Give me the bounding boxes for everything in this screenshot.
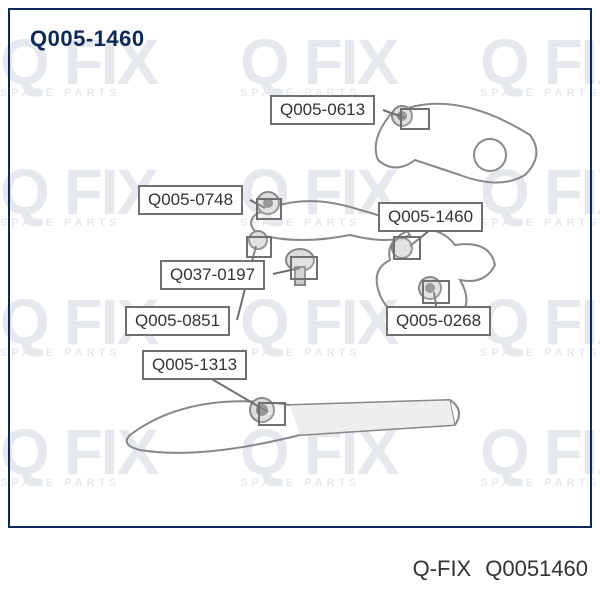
target-box-l3: [393, 236, 421, 260]
footer: Q-FIX Q0051460: [413, 556, 588, 582]
footer-code: Q0051460: [485, 556, 588, 581]
part-label-l1: Q005-0613: [270, 95, 375, 125]
target-box-l4: [290, 256, 318, 280]
page-title: Q005-1460: [30, 26, 145, 52]
target-box-l6: [422, 280, 450, 304]
target-box-l1: [400, 108, 430, 130]
part-label-l6: Q005-0268: [386, 306, 491, 336]
part-label-l3: Q005-1460: [378, 202, 483, 232]
part-upper-arm: [360, 90, 560, 210]
part-label-l2: Q005-0748: [138, 185, 243, 215]
part-label-l5: Q005-0851: [125, 306, 230, 336]
footer-brand: Q-FIX: [413, 556, 472, 581]
part-label-l7: Q005-1313: [142, 350, 247, 380]
diagram-frame: Q FIXSPARE PARTS Q FIXSPARE PARTS Q FIXS…: [8, 8, 592, 528]
target-box-l5: [246, 236, 272, 258]
part-trailing-arm: [110, 380, 470, 470]
target-box-l7: [258, 402, 286, 426]
part-label-l4: Q037-0197: [160, 260, 265, 290]
target-box-l2: [256, 198, 282, 220]
